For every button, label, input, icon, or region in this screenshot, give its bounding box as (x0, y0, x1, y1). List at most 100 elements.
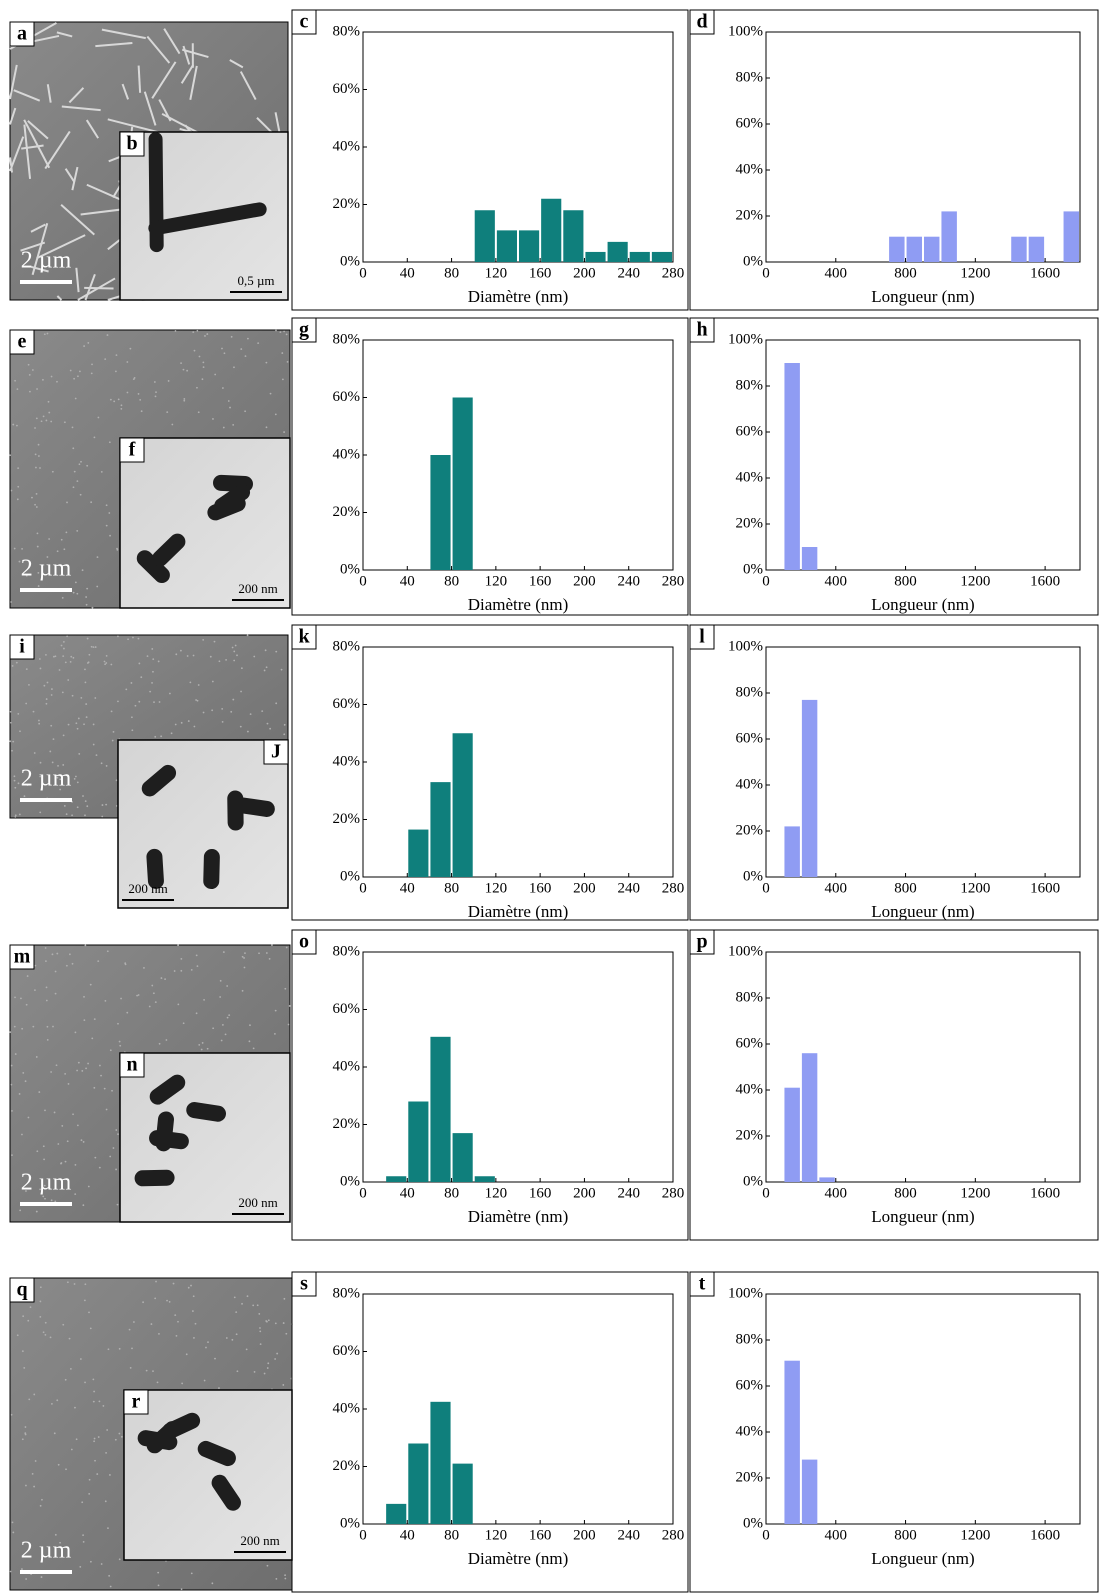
bar (629, 251, 650, 262)
sem-dot (241, 1302, 243, 1305)
sem-dot (78, 463, 81, 466)
bar (1063, 211, 1079, 262)
sem-dot (243, 966, 246, 969)
tem-image (117, 739, 289, 909)
x-tick-label: 240 (617, 880, 640, 896)
sem-dot (42, 1145, 45, 1148)
sem-dot (50, 1199, 53, 1202)
sem-dot (39, 1188, 42, 1191)
label-box (119, 131, 145, 157)
sem-dot (66, 1140, 69, 1143)
sem-dot (221, 707, 224, 710)
sem-dot (138, 700, 141, 703)
sem-dot (268, 957, 271, 960)
sem-dot (129, 1367, 132, 1369)
sem-dot (271, 944, 273, 946)
sem-dot (263, 669, 266, 672)
sem-dot (72, 656, 75, 659)
sem-dot (83, 1299, 86, 1302)
sem-dot (51, 1402, 53, 1405)
sem-dot (154, 1001, 157, 1004)
sem-dot (77, 717, 80, 720)
bar (819, 1177, 835, 1182)
sem-dot (100, 470, 103, 473)
label-box (291, 624, 317, 650)
sem-dot (211, 680, 214, 683)
label-box (291, 929, 317, 955)
sem-dot (226, 985, 229, 987)
x-tick-label: 280 (662, 1185, 685, 1201)
sem-dot (10, 601, 12, 603)
y-tick-label: 0% (743, 253, 763, 269)
sem-dot (248, 1040, 251, 1043)
sem-dot (10, 489, 13, 492)
sem-rod (107, 118, 159, 134)
sem-dot (93, 1086, 96, 1089)
sem-rod (143, 91, 157, 126)
sem-dot (45, 654, 47, 656)
sem-dot (70, 1448, 73, 1451)
sem-dot (48, 538, 51, 540)
sem-dot (9, 740, 12, 743)
sem-dot (140, 410, 143, 413)
sem-dot (180, 1588, 183, 1591)
sem-dot (84, 681, 87, 684)
sem-rod (75, 267, 80, 293)
sem-dot (48, 411, 51, 414)
sem-dot (69, 1367, 72, 1370)
sem-dot (83, 995, 85, 998)
y-tick-label: 60% (333, 81, 361, 97)
scale-text: 200 nm (128, 881, 167, 896)
sem-dot (225, 1337, 228, 1339)
x-tick-label: 1200 (960, 1527, 990, 1543)
sem-dot (9, 1570, 12, 1573)
sem-dot (265, 426, 268, 429)
sem-dot (151, 984, 154, 987)
sem-dot (212, 418, 214, 420)
sem-dot (155, 1280, 157, 1283)
sem-dot (67, 723, 70, 726)
y-tick-label: 100% (728, 23, 763, 39)
sem-dot (267, 1362, 270, 1365)
sem-dot (102, 1405, 105, 1407)
sem-dot (34, 453, 37, 456)
sem-dot (62, 655, 65, 657)
bar (452, 733, 473, 877)
sem-dot (221, 387, 224, 389)
sem-dot (201, 1042, 204, 1044)
panel-label: J (271, 741, 281, 763)
sem-dot (63, 421, 66, 424)
x-tick-label: 1600 (1030, 265, 1060, 281)
sem-dot (56, 550, 59, 553)
sem-dot (75, 722, 78, 725)
sem-dot (71, 814, 74, 817)
y-tick-label: 0% (340, 1515, 360, 1531)
sem-dot (32, 1025, 35, 1028)
tem-rod (146, 848, 164, 889)
sem-dot (105, 504, 108, 507)
panel-label: m (14, 946, 31, 968)
sem-dot (115, 805, 118, 807)
sem-dot (92, 743, 95, 746)
sem-dot (82, 1141, 85, 1143)
sem-dot (234, 644, 237, 647)
bar (1011, 236, 1027, 262)
sem-dot (142, 1301, 144, 1304)
sem-dot (14, 996, 16, 999)
x-tick-label: 1600 (1030, 1185, 1060, 1201)
y-tick-label: 0% (340, 1173, 360, 1189)
sem-dot (130, 682, 133, 684)
y-tick-label: 80% (736, 377, 764, 393)
bar (430, 782, 451, 877)
sem-dot (46, 681, 49, 684)
sem-dot (274, 1322, 277, 1325)
bar (408, 1443, 429, 1524)
sem-dot (76, 529, 79, 532)
sem-dot (153, 381, 156, 383)
bar (474, 1176, 495, 1182)
y-tick-label: 0% (340, 868, 360, 884)
sem-dot (58, 669, 61, 671)
sem-dot (55, 1064, 58, 1067)
sem-dot (174, 330, 177, 332)
